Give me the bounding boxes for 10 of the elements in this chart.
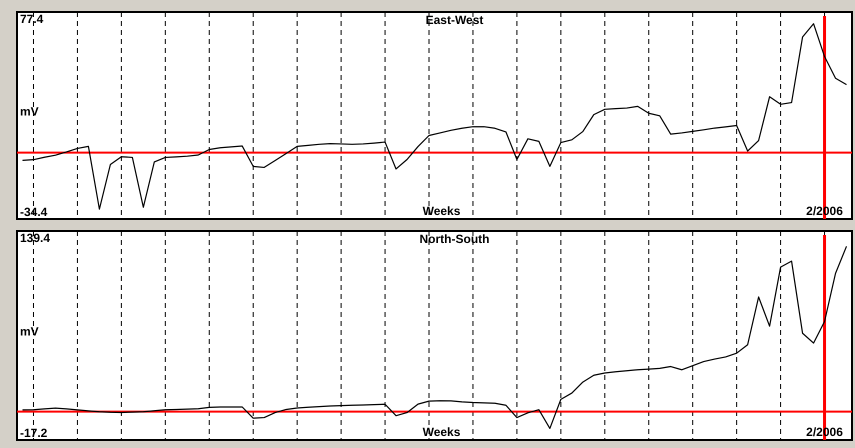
chart-title: East-West xyxy=(426,13,484,27)
x-axis-title: Weeks xyxy=(422,204,461,218)
chart-title: North-South xyxy=(420,232,490,246)
y-tick-label: -17.2 xyxy=(20,426,48,440)
y-tick-label: 77.4 xyxy=(20,12,44,26)
x-axis-title: Weeks xyxy=(422,425,461,439)
y-axis-title: mV xyxy=(20,104,39,118)
y-tick-label: 139.4 xyxy=(20,230,50,245)
y-axis-title: mV xyxy=(20,324,39,338)
y-tick-label: -34.4 xyxy=(20,204,48,219)
